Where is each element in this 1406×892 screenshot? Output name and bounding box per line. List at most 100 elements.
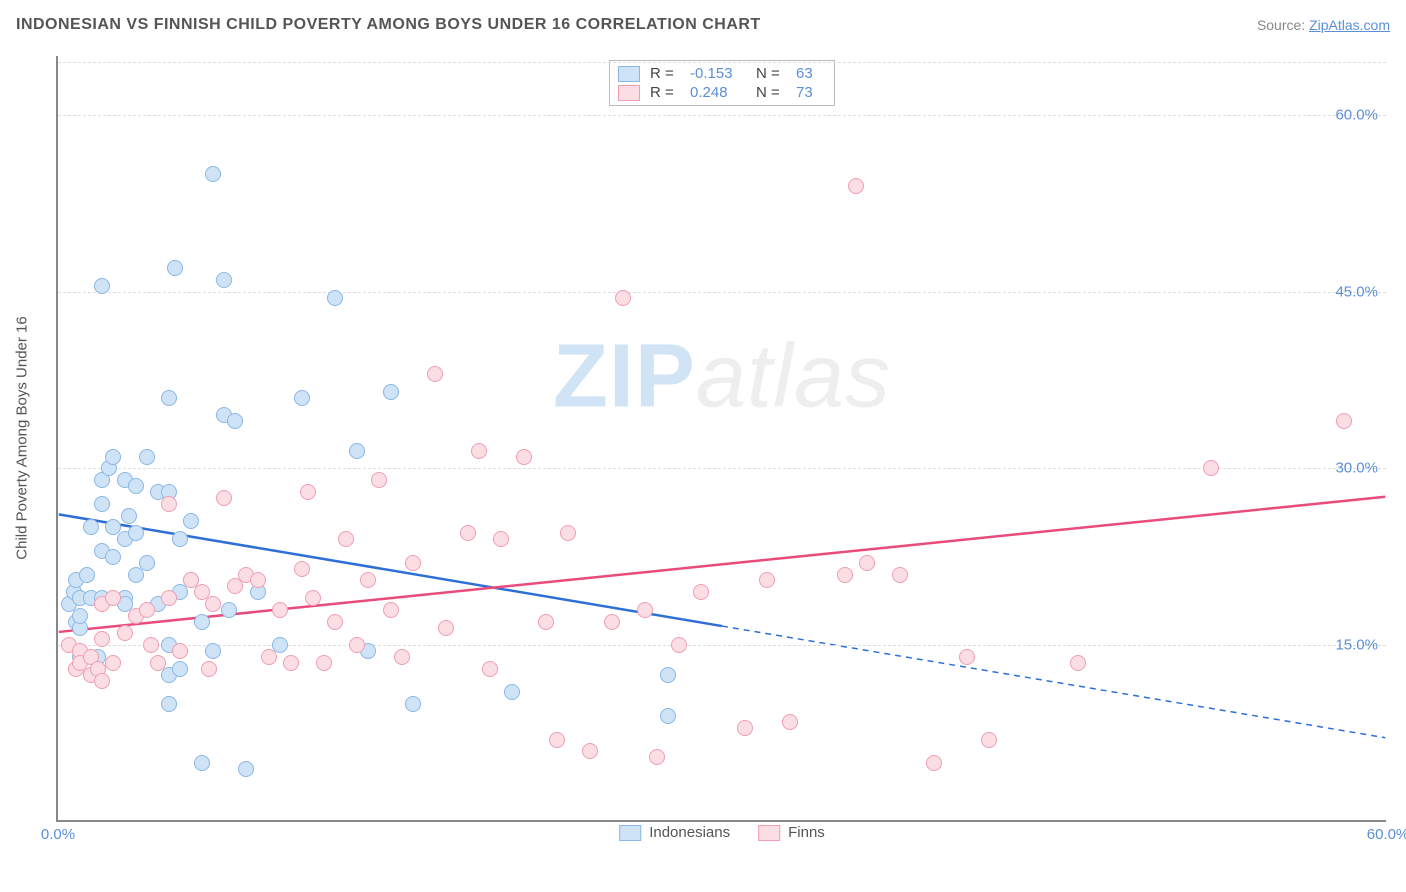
legend-n-label: N = [756,84,786,101]
data-point-indonesians [205,166,221,182]
data-point-finns [460,525,476,541]
data-point-indonesians [504,684,520,700]
data-point-indonesians [161,696,177,712]
data-point-finns [649,749,665,765]
source-prefix: Source: [1257,17,1309,33]
y-tick-label: 60.0% [1335,106,1378,123]
data-point-indonesians [83,519,99,535]
source-link[interactable]: ZipAtlas.com [1309,17,1390,33]
data-point-indonesians [194,755,210,771]
data-point-indonesians [294,390,310,406]
legend-swatch-indonesians [618,66,640,82]
legend-r-label: R = [650,65,680,82]
data-point-indonesians [72,608,88,624]
data-point-finns [1336,413,1352,429]
trend-line-finns [59,497,1386,632]
data-point-finns [172,643,188,659]
data-point-finns [837,567,853,583]
data-point-finns [615,290,631,306]
data-point-indonesians [383,384,399,400]
y-tick-label: 15.0% [1335,637,1378,654]
gridline [58,292,1386,293]
source-attribution: Source: ZipAtlas.com [1257,17,1390,33]
data-point-finns [338,531,354,547]
data-point-finns [471,443,487,459]
data-point-indonesians [161,390,177,406]
data-point-finns [94,631,110,647]
watermark-zip: ZIP [553,325,696,428]
data-point-finns [560,525,576,541]
data-point-indonesians [167,260,183,276]
data-point-finns [327,614,343,630]
data-point-finns [759,572,775,588]
chart-title: INDONESIAN VS FINNISH CHILD POVERTY AMON… [16,16,761,34]
legend-n-label: N = [756,65,786,82]
legend-item: Finns [758,824,825,841]
data-point-finns [272,602,288,618]
data-point-indonesians [183,513,199,529]
data-point-indonesians [205,643,221,659]
data-point-finns [261,649,277,665]
data-point-finns [482,661,498,677]
data-point-finns [150,655,166,671]
data-point-finns [117,625,133,641]
data-point-indonesians [227,413,243,429]
data-point-finns [349,637,365,653]
y-tick-label: 45.0% [1335,283,1378,300]
data-point-indonesians [216,272,232,288]
data-point-finns [283,655,299,671]
data-point-indonesians [94,496,110,512]
data-point-finns [161,590,177,606]
data-point-finns [143,637,159,653]
data-point-finns [405,555,421,571]
data-point-finns [516,449,532,465]
data-point-finns [139,602,155,618]
data-point-indonesians [79,567,95,583]
data-point-indonesians [405,696,421,712]
data-point-finns [216,490,232,506]
data-point-finns [604,614,620,630]
data-point-finns [427,366,443,382]
data-point-indonesians [128,525,144,541]
x-tick-label: 0.0% [41,826,75,843]
data-point-finns [1203,460,1219,476]
data-point-finns [538,614,554,630]
data-point-finns [549,732,565,748]
gridline [58,115,1386,116]
trend-line-dash-indonesians [722,626,1385,738]
data-point-finns [737,720,753,736]
legend-swatch-finns [618,85,640,101]
legend-swatch [758,825,780,841]
data-point-finns [637,602,653,618]
chart-container: INDONESIAN VS FINNISH CHILD POVERTY AMON… [0,0,1406,892]
data-point-finns [371,472,387,488]
legend-r-value-finns: 0.248 [690,84,746,101]
data-point-indonesians [238,761,254,777]
data-point-indonesians [105,549,121,565]
data-point-finns [671,637,687,653]
data-point-indonesians [139,555,155,571]
data-point-finns [205,596,221,612]
x-tick-label: 60.0% [1367,826,1406,843]
data-point-finns [394,649,410,665]
data-point-finns [201,661,217,677]
watermark: ZIPatlas [553,325,891,428]
data-point-finns [981,732,997,748]
data-point-finns [316,655,332,671]
data-point-finns [383,602,399,618]
data-point-finns [782,714,798,730]
legend-r-value-indonesians: -0.153 [690,65,746,82]
data-point-indonesians [349,443,365,459]
legend-series: IndonesiansFinns [619,824,825,841]
legend-n-value-indonesians: 63 [796,65,826,82]
gridline [58,468,1386,469]
gridline [58,62,1386,63]
y-axis-label: Child Poverty Among Boys Under 16 [14,316,31,559]
data-point-indonesians [105,449,121,465]
data-point-finns [859,555,875,571]
legend-r-label: R = [650,84,680,101]
data-point-finns [582,743,598,759]
data-point-indonesians [128,478,144,494]
watermark-atlas: atlas [696,325,891,428]
data-point-finns [300,484,316,500]
